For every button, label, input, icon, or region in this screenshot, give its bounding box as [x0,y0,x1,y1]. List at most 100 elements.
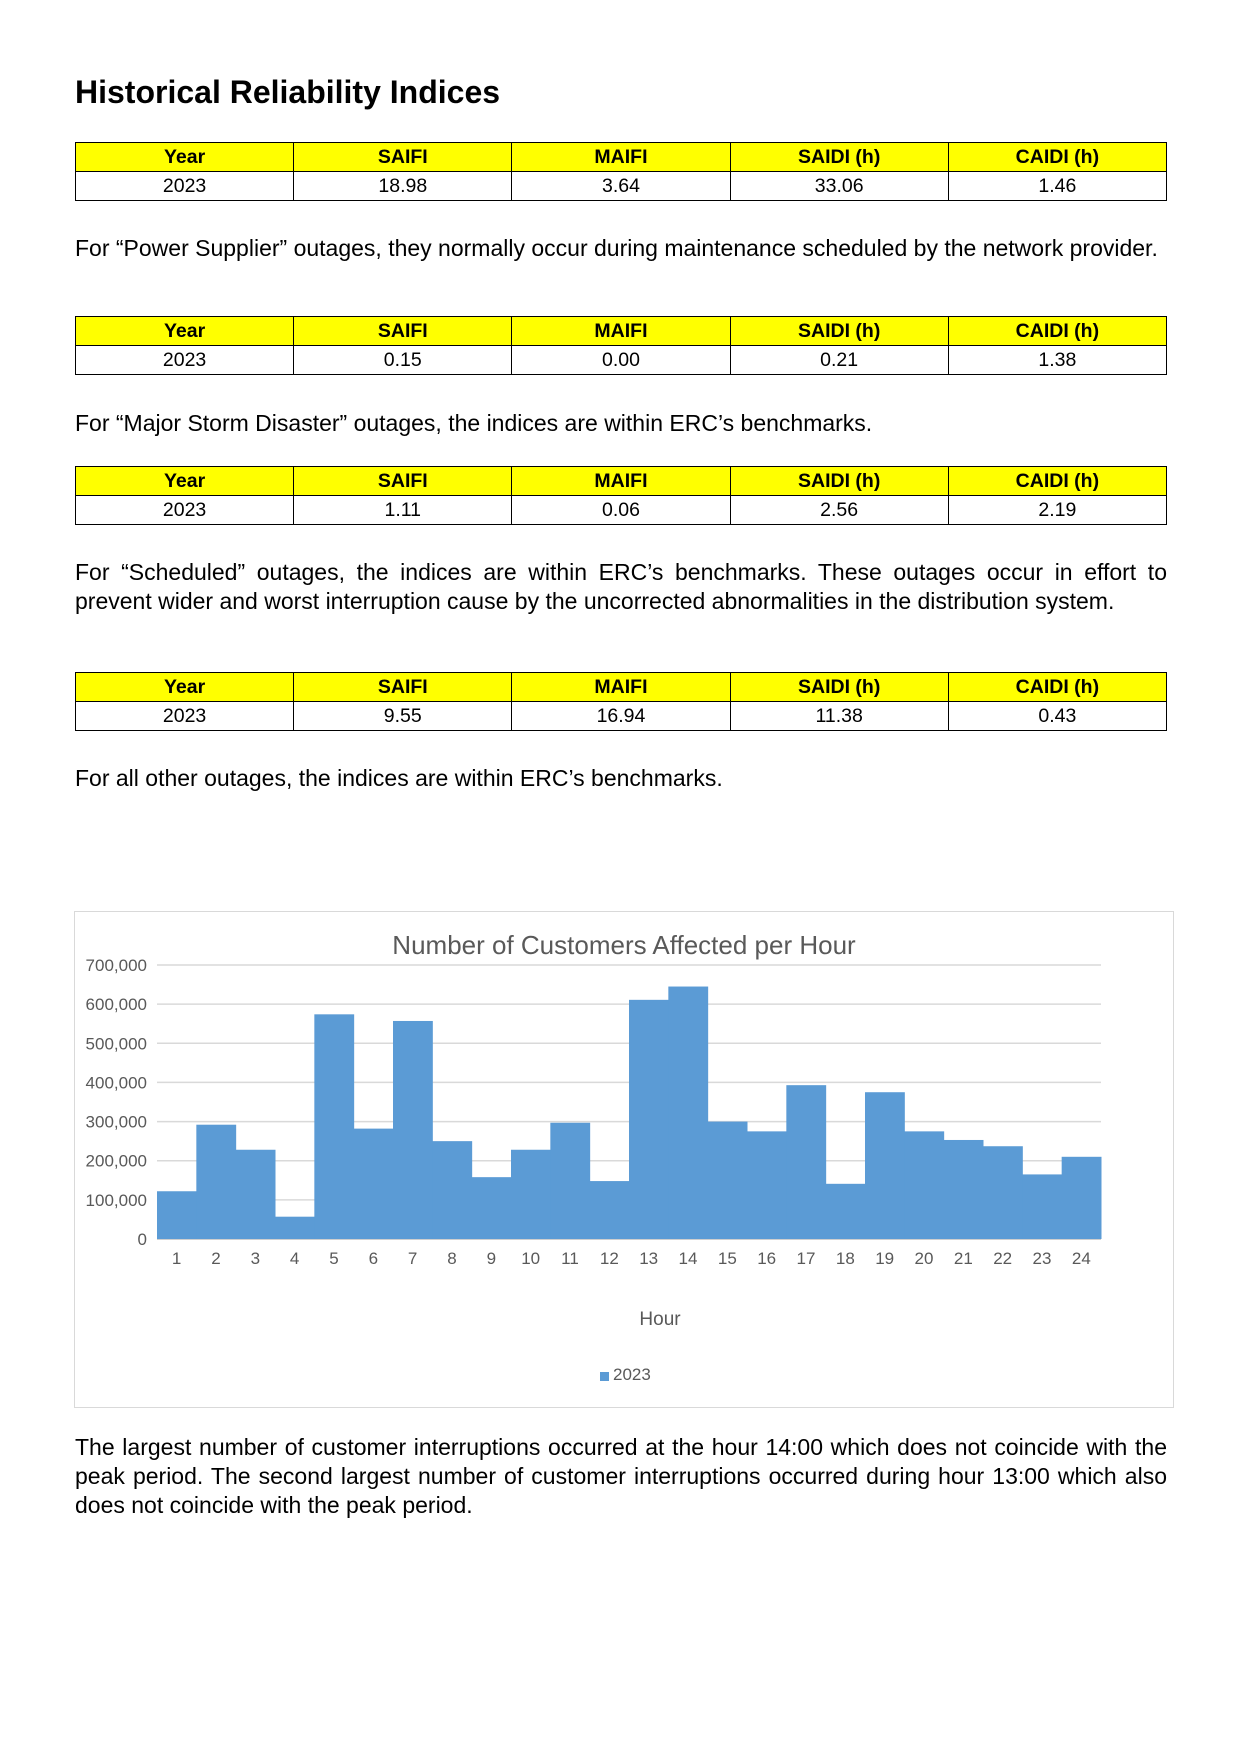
indices-table-major-storm: Year SAIFI MAIFI SAIDI (h) CAIDI (h) 2023 1.11… [74,466,1168,525]
column-header: SAIFI [293,466,513,496]
table-header-row: Year SAIFI MAIFI SAIDI (h) CAIDI (h) [74,672,1168,702]
column-header: Year [74,316,295,346]
table-cell: 18.98 [293,171,513,201]
customers-affected-chart: Number of Customers Affected per Hour 0 1… [74,911,1174,1408]
column-header: CAIDI (h) [947,672,1168,702]
column-header: Year [74,672,295,702]
column-header: SAIDI (h) [729,142,949,172]
bar-hour-9 [471,1177,512,1239]
table-header-row: Year SAIFI MAIFI SAIDI (h) CAIDI (h) [74,142,1168,172]
table-cell: 0.43 [947,701,1168,731]
x-tick-label: 8 [447,1249,456,1268]
paragraph-power-supplier: For “Power Supplier” outages, they norma… [75,235,1158,261]
table-cell: 2023 [74,495,295,525]
bar-hour-12 [589,1181,630,1239]
chart-bars [157,986,1102,1239]
chart-y-ticks: 0 100,000 200,000 300,000 400,000 500,000 600,… [86,956,147,1249]
chart-x-ticks: 1 2 3 4 5 6 7 8 9 10 11 12 13 14 15 16 17 18 19 20 21 22 23 24 [172,1249,1091,1268]
bar-hour-23 [1022,1174,1063,1239]
column-header: SAIDI (h) [729,672,949,702]
table-header-row: Year SAIFI MAIFI SAIDI (h) CAIDI (h) [74,316,1168,346]
x-tick-label: 14 [679,1249,698,1268]
table-cell: 2023 [74,171,295,201]
bar-hour-24 [1061,1156,1102,1239]
bar-hour-13 [629,999,669,1239]
table-cell: 0.06 [511,495,731,525]
table-cell: 1.11 [293,495,513,525]
indices-table-power-supplier: Year SAIFI MAIFI SAIDI (h) CAIDI (h) 2023 0.15… [74,316,1168,375]
paragraph-other: For all other outages, the indices are w… [75,765,723,791]
y-tick-label: 500,000 [86,1034,147,1053]
y-tick-label: 100,000 [86,1191,147,1210]
table-cell: 2023 [74,701,295,731]
bar-hour-16 [747,1131,787,1239]
x-tick-label: 21 [954,1249,973,1268]
column-header: Year [74,142,295,172]
table-cell: 0.21 [729,345,949,375]
x-tick-label: 9 [487,1249,496,1268]
x-tick-label: 19 [875,1249,894,1268]
x-tick-label: 16 [757,1249,776,1268]
table-row: 2023 1.11 0.06 2.56 2.19 [74,495,1168,525]
x-tick-label: 13 [639,1249,658,1268]
table-header-row: Year SAIFI MAIFI SAIDI (h) CAIDI (h) [74,466,1168,496]
bar-hour-5 [314,1014,355,1239]
bar-hour-10 [511,1149,551,1239]
table-cell: 0.00 [511,345,731,375]
column-header: Year [74,466,295,496]
y-tick-label: 200,000 [86,1152,147,1171]
column-header: SAIDI (h) [729,466,949,496]
bar-hour-19 [865,1092,905,1239]
table-cell: 16.94 [511,701,731,731]
column-header: SAIDI (h) [729,316,949,346]
bar-hour-22 [983,1146,1023,1239]
table-cell: 11.38 [729,701,949,731]
y-tick-label: 0 [138,1230,147,1249]
indices-table-scheduled: Year SAIFI MAIFI SAIDI (h) CAIDI (h) 2023 9.55… [74,672,1168,731]
paragraph-scheduled: For “Scheduled” outages, the indices are… [75,559,1167,614]
y-tick-label: 600,000 [86,995,147,1014]
column-header: MAIFI [511,672,731,702]
table-row: 2023 0.15 0.00 0.21 1.38 [74,345,1168,375]
bar-hour-20 [904,1131,945,1239]
page-title: Historical Reliability Indices [75,74,501,110]
x-tick-label: 24 [1072,1249,1091,1268]
column-header: MAIFI [511,316,731,346]
x-tick-label: 22 [993,1249,1012,1268]
column-header: CAIDI (h) [947,316,1168,346]
y-tick-label: 300,000 [86,1113,147,1132]
bar-hour-3 [235,1149,276,1239]
table-cell: 2.19 [947,495,1168,525]
table-cell: 33.06 [729,171,949,201]
legend-swatch [600,1372,609,1381]
bar-hour-21 [943,1139,984,1239]
x-tick-label: 3 [251,1249,260,1268]
paragraph-conclusion: The largest number of customer interrupt… [75,1434,1167,1518]
y-tick-label: 700,000 [86,956,147,975]
table-row: 2023 9.55 16.94 11.38 0.43 [74,701,1168,731]
x-tick-label: 5 [329,1249,338,1268]
x-tick-label: 1 [172,1249,181,1268]
column-header: MAIFI [511,466,731,496]
x-tick-label: 18 [836,1249,855,1268]
x-tick-label: 7 [408,1249,417,1268]
table-cell: 2.56 [729,495,949,525]
table-cell: 1.38 [947,345,1168,375]
column-header: SAIFI [293,316,513,346]
x-tick-label: 6 [369,1249,378,1268]
chart-legend: 2023 [600,1365,651,1384]
x-axis-label: Hour [639,1309,681,1330]
x-tick-label: 11 [561,1249,579,1268]
x-tick-label: 4 [290,1249,299,1268]
bar-hour-6 [353,1128,394,1239]
x-tick-label: 2 [211,1249,220,1268]
legend-label: 2023 [613,1365,651,1384]
y-tick-label: 400,000 [86,1073,147,1092]
indices-table-overall: Year SAIFI MAIFI SAIDI (h) CAIDI (h) 2023 18.9… [74,142,1168,201]
column-header: SAIFI [293,672,513,702]
bar-hour-15 [707,1121,748,1239]
x-tick-label: 15 [718,1249,737,1268]
x-tick-label: 23 [1033,1249,1052,1268]
bar-hour-4 [275,1216,315,1239]
paragraph-major-storm: For “Major Storm Disaster” outages, the … [75,410,873,436]
